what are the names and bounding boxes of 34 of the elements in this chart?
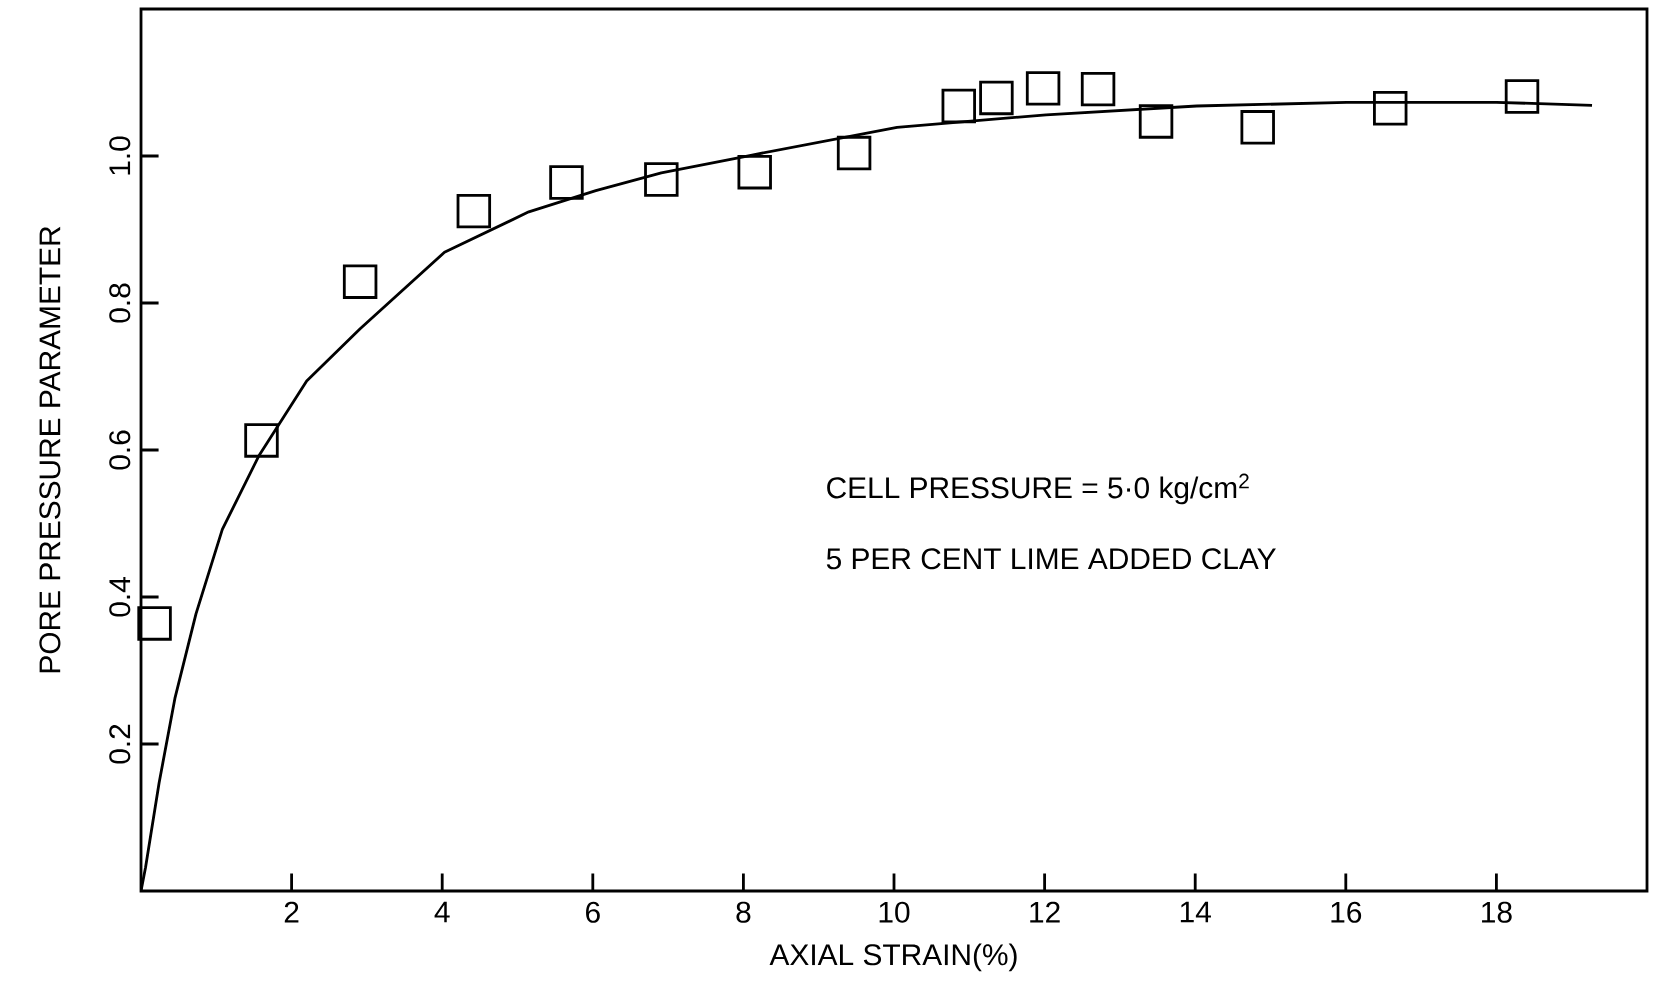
annotation: 5 PER CENT LIME ADDED CLAY: [826, 548, 1276, 570]
point: [1373, 91, 1408, 126]
y-tick-label: 0.6: [109, 430, 131, 470]
point: [244, 423, 279, 458]
y-tick-label: 0.4: [109, 577, 131, 617]
x-tick-label: 2: [284, 901, 299, 923]
x-tick-label: 4: [434, 901, 450, 923]
x-tick-label: 12: [1030, 901, 1060, 923]
point: [737, 154, 772, 190]
y-axis-title: PORE PRESSURE PARAMETER: [39, 226, 61, 673]
x-tick-label: 10: [879, 901, 910, 923]
point: [1138, 104, 1174, 139]
y-tick-label: 0.2: [109, 724, 131, 764]
point: [644, 162, 679, 197]
x-axis-title: AXIAL STRAIN(%): [769, 943, 1017, 972]
point: [137, 606, 172, 641]
point: [1080, 71, 1116, 107]
point: [979, 80, 1014, 116]
y-tick-label: 1.0: [109, 136, 131, 175]
x-tick-label: 8: [736, 901, 751, 923]
point: [836, 135, 872, 171]
point: [1504, 79, 1540, 114]
x-tick-label: 6: [586, 901, 600, 923]
annotation: CELL PRESSURE = 5·0 kg/cm$^{2}$: [827, 473, 1249, 505]
point: [342, 264, 378, 299]
y-tick-label: 0.8: [109, 283, 131, 323]
x-tick-label: 18: [1482, 901, 1512, 923]
point: [1240, 110, 1275, 145]
point: [549, 165, 584, 200]
x-tick-label: 16: [1331, 901, 1362, 923]
x-tick-label: 14: [1180, 901, 1211, 923]
point: [456, 193, 492, 229]
point: [941, 88, 976, 124]
point: [1025, 71, 1061, 106]
